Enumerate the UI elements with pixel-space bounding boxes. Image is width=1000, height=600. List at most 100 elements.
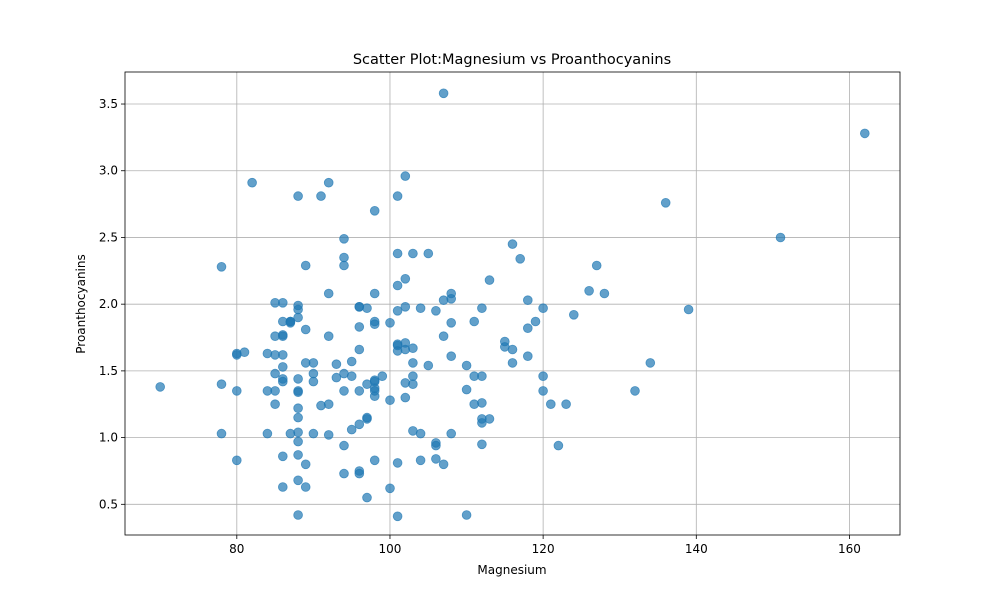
data-point: [507, 239, 518, 249]
data-point: [461, 384, 472, 395]
data-point: [300, 324, 311, 335]
data-point: [553, 440, 564, 451]
data-point: [400, 392, 411, 403]
data-point: [354, 419, 365, 430]
data-point: [392, 346, 403, 356]
data-point: [446, 351, 457, 362]
data-point: [293, 304, 303, 315]
data-point: [277, 451, 288, 462]
data-point: [507, 344, 518, 355]
data-point: [400, 301, 411, 312]
y-tick-label: 0.5: [99, 497, 118, 511]
data-point: [385, 317, 395, 328]
data-point: [293, 374, 303, 384]
data-point: [423, 248, 434, 259]
data-point: [308, 358, 319, 368]
x-tick-label: 120: [532, 542, 555, 556]
data-point: [339, 252, 349, 263]
data-point: [477, 439, 487, 450]
data-point: [469, 316, 480, 327]
x-tick-label: 160: [838, 542, 861, 556]
data-point: [431, 440, 441, 451]
data-point: [277, 331, 288, 342]
data-point: [308, 368, 319, 379]
data-point: [277, 376, 288, 387]
data-point: [630, 386, 640, 396]
plot-frame: [124, 71, 901, 536]
data-point: [323, 430, 334, 440]
data-point: [415, 428, 426, 439]
data-point: [293, 412, 303, 423]
data-point: [568, 309, 579, 320]
data-point: [369, 455, 380, 466]
data-point: [385, 395, 395, 406]
data-point: [316, 400, 326, 411]
data-point: [277, 350, 288, 360]
y-tick-label: 2.0: [99, 297, 118, 311]
data-point: [461, 360, 472, 371]
data-point: [354, 322, 365, 332]
data-point: [859, 128, 870, 139]
data-point: [591, 260, 602, 271]
data-point: [232, 455, 242, 466]
data-point: [408, 248, 418, 259]
data-point: [155, 382, 166, 392]
y-tick-label: 3.5: [99, 97, 118, 111]
data-point: [270, 399, 280, 410]
data-points: [155, 88, 870, 522]
data-point: [415, 455, 426, 466]
data-point: [362, 492, 372, 503]
data-point: [362, 414, 372, 424]
data-point: [323, 331, 334, 342]
data-point: [392, 280, 403, 291]
data-point: [331, 372, 342, 383]
grid: [125, 72, 900, 535]
data-point: [323, 177, 334, 188]
data-point: [308, 428, 319, 439]
data-point: [446, 428, 457, 439]
data-point: [538, 303, 548, 314]
data-point: [239, 347, 250, 358]
data-point: [400, 171, 411, 181]
data-point: [408, 358, 418, 368]
data-point: [354, 301, 365, 312]
data-point: [522, 295, 533, 306]
data-point: [293, 191, 303, 201]
data-point: [377, 371, 388, 382]
data-point: [216, 379, 227, 390]
data-point: [270, 386, 280, 396]
data-point: [339, 440, 349, 451]
data-point: [438, 88, 449, 99]
data-point: [477, 418, 487, 428]
data-point: [645, 358, 656, 368]
data-point: [530, 316, 541, 327]
data-point: [300, 459, 311, 470]
data-point: [354, 468, 365, 479]
data-point: [346, 424, 357, 435]
data-point: [446, 317, 457, 328]
data-point: [408, 371, 418, 382]
data-point: [323, 399, 334, 410]
data-point: [538, 371, 548, 382]
data-point: [408, 379, 418, 390]
data-point: [392, 511, 403, 522]
data-point: [300, 260, 311, 271]
data-point: [346, 371, 357, 382]
data-point: [775, 232, 786, 243]
data-point: [392, 458, 403, 468]
x-tick-label: 80: [229, 542, 244, 556]
data-point: [522, 351, 533, 362]
data-point: [369, 288, 380, 299]
data-point: [683, 304, 694, 315]
data-point: [293, 475, 303, 486]
data-point: [293, 450, 303, 460]
data-point: [293, 403, 303, 414]
data-point: [316, 191, 326, 201]
data-point: [339, 386, 349, 396]
data-point: [561, 399, 571, 410]
data-point: [339, 468, 349, 479]
data-point: [400, 273, 411, 284]
data-point: [293, 387, 303, 398]
data-point: [484, 275, 495, 285]
